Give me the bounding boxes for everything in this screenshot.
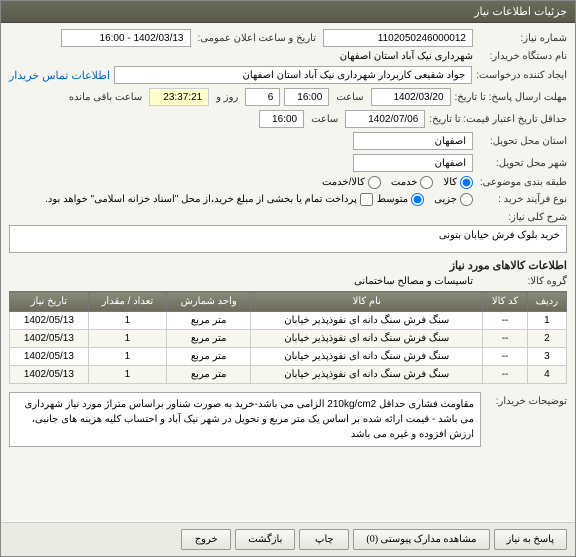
purchase-radio-1[interactable]: متوسط [377,193,424,206]
main-window: جزئیات اطلاعات نیاز شماره نیاز: 11020502… [0,0,576,557]
partial-payment-label: پرداخت تمام یا بخشی از مبلغ خرید،از محل … [45,194,357,205]
attachments-button[interactable]: مشاهده مدارک پیوستی (0) [353,529,489,550]
table-header: تاریخ نیاز [10,292,89,312]
table-cell: 3 [527,348,566,366]
purchase-radio-input-0[interactable] [460,193,473,206]
table-cell: متر مربع [167,330,251,348]
goods-group-label: گروه کالا: [477,276,567,287]
table-cell: 1 [88,348,166,366]
contact-link[interactable]: اطلاعات تماس خریدار [9,69,110,82]
table-cell: سنگ فرش سنگ دانه ای نفوذپذیر خیابان [251,348,483,366]
purchase-type-label: نوع فرآیند خرید : [477,194,567,205]
table-cell: سنگ فرش سنگ دانه ای نفوذپذیر خیابان [251,330,483,348]
remaining-time-field: 23:37:21 [149,88,209,106]
table-cell: 4 [527,366,566,384]
category-radio-0[interactable]: کالا [443,176,473,189]
table-header: ردیف [527,292,566,312]
partial-payment-checkbox[interactable] [360,193,373,206]
table-cell: 1 [88,330,166,348]
goods-table: ردیفکد کالانام کالاواحد شمارشتعداد / مقد… [9,291,567,384]
delivery-city-field: اصفهان [353,132,473,150]
category-radio-input-0[interactable] [460,176,473,189]
table-row[interactable]: 3--سنگ فرش سنگ دانه ای نفوذپذیر خیابانمت… [10,348,567,366]
category-radio-2[interactable]: کالا/خدمت [322,176,381,189]
category-label: طبقه بندی موضوعی: [477,177,567,188]
need-desc-box: خرید بلوک فرش خیابان بتونی [9,225,567,253]
table-cell: -- [483,366,527,384]
send-date-field: 1402/03/20 [371,88,451,106]
partial-payment-check[interactable]: پرداخت تمام یا بخشی از مبلغ خرید،از محل … [45,193,373,206]
table-cell: 1402/05/13 [10,330,89,348]
buyer-notes-label: توضیحات خریدار: [487,392,567,407]
table-header: تعداد / مقدار [88,292,166,312]
validity-date-field: 1402/07/06 [345,110,425,128]
requester-field: جواد شفیعی کاربردار شهرداری نیک آباد است… [114,66,472,84]
buyer-org-label: نام دستگاه خریدار: [477,51,567,62]
purchase-type-radio-group: جزیی متوسط [377,193,473,206]
table-cell: -- [483,330,527,348]
announce-label: تاریخ و ساعت اعلان عمومی: [195,33,320,44]
back-button[interactable]: بازگشت [235,529,295,550]
remaining-days-field: 6 [245,88,280,106]
category-radio-input-1[interactable] [420,176,433,189]
table-header: واحد شمارش [167,292,251,312]
need-desc-label: شرح کلی نیاز: [9,212,567,223]
time-label-1: ساعت [333,92,366,103]
table-cell: -- [483,312,527,330]
table-cell: 1402/05/13 [10,312,89,330]
buyer-org-value: شهرداری نیک آباد استان اصفهان [340,51,473,62]
category-radio-input-2[interactable] [368,176,381,189]
delivery-city2-field: اصفهان [353,154,473,172]
table-cell: سنگ فرش سنگ دانه ای نفوذپذیر خیابان [251,312,483,330]
table-cell: 1402/05/13 [10,366,89,384]
goods-section-title: اطلاعات کالاهای مورد نیاز [9,259,567,272]
purchase-radio-0[interactable]: جزیی [434,193,473,206]
category-radio-group: کالا خدمت کالا/خدمت [322,176,473,189]
table-cell: سنگ فرش سنگ دانه ای نفوذپذیر خیابان [251,366,483,384]
validity-label: حداقل تاریخ اعتبار قیمت: تا تاریخ: [429,114,567,125]
remaining-label-1: روز و [213,92,241,103]
table-row[interactable]: 1--سنگ فرش سنگ دانه ای نفوذپذیر خیابانمت… [10,312,567,330]
table-header: نام کالا [251,292,483,312]
table-cell: 1 [88,312,166,330]
category-radio-1[interactable]: خدمت [391,176,434,189]
table-cell: متر مربع [167,312,251,330]
buyer-notes-box: مقاومت فشاری حداقل 210kg/cm2 الزامی می ب… [9,392,481,447]
goods-group-value: تاسیسات و مصالح ساختمانی [354,276,473,287]
table-cell: متر مربع [167,348,251,366]
table-row[interactable]: 2--سنگ فرش سنگ دانه ای نفوذپذیر خیابانمت… [10,330,567,348]
time-label-2: ساعت [308,114,341,125]
delivery-city2-label: شهر محل تحویل: [477,158,567,169]
print-button[interactable]: چاپ [299,529,349,550]
table-cell: 1402/05/13 [10,348,89,366]
table-row[interactable]: 4--سنگ فرش سنگ دانه ای نفوذپذیر خیابانمت… [10,366,567,384]
send-deadline-label: مهلت ارسال پاسخ: تا تاریخ: [455,92,567,103]
table-cell: 1 [88,366,166,384]
table-cell: 2 [527,330,566,348]
window-title: جزئیات اطلاعات نیاز [1,1,575,23]
table-cell: متر مربع [167,366,251,384]
remaining-label-2: ساعت باقی مانده [66,92,145,103]
button-bar: پاسخ به نیاز مشاهده مدارک پیوستی (0) چاپ… [1,522,575,556]
validity-time-field: 16:00 [259,110,304,128]
respond-button[interactable]: پاسخ به نیاز [494,529,568,550]
table-header: کد کالا [483,292,527,312]
requester-label: ایجاد کننده درخواست: [476,70,567,81]
delivery-city-label: استان محل تحویل: [477,136,567,147]
table-cell: 1 [527,312,566,330]
announce-field: 1402/03/13 - 16:00 [61,29,191,47]
need-number-label: شماره نیاز: [477,33,567,44]
purchase-radio-input-1[interactable] [411,193,424,206]
exit-button[interactable]: خروج [181,529,231,550]
content-area: شماره نیاز: 1102050246000012 تاریخ و ساع… [1,23,575,522]
send-time-field: 16:00 [284,88,329,106]
need-number-field: 1102050246000012 [323,29,473,47]
table-cell: -- [483,348,527,366]
